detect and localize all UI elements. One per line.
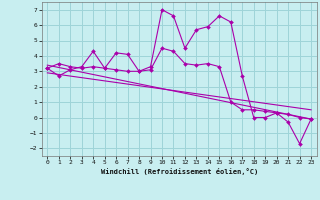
X-axis label: Windchill (Refroidissement éolien,°C): Windchill (Refroidissement éolien,°C) [100, 168, 258, 175]
